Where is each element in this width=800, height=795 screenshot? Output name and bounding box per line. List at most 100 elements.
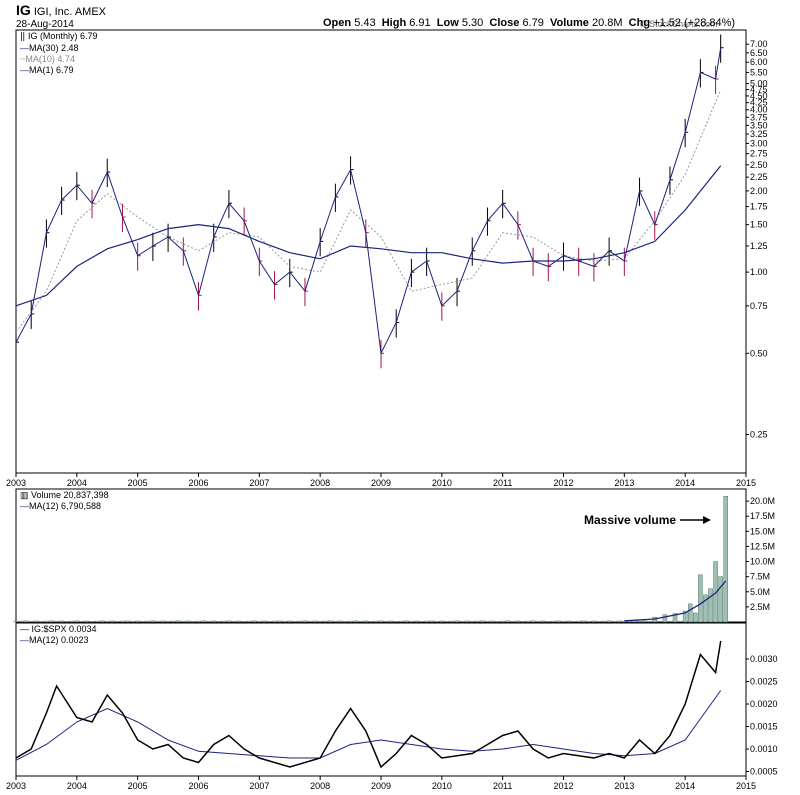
volume-bar-small [591,620,597,623]
volume-ma12-line [624,580,727,622]
price-legend-ma30: —MA(30) 2.48 [20,43,79,53]
relative-x-tick-label: 2013 [614,781,634,791]
volume-bar-small [246,620,252,623]
volume-bar-small [120,620,125,623]
volume-bar-small [282,620,287,623]
relative-y-tick-label: 0.0025 [750,677,778,687]
price-legend: ‖ IG (Monthly) 6.79 —MA(30) 2.48 ┈MA(10)… [20,31,97,76]
relative-x-tick-label: 2008 [310,781,330,791]
watermark: © StockCharts.com [640,19,718,29]
volume-annotation: Massive volume [584,513,677,527]
volume-bar-small [312,620,318,623]
volume-bar [693,612,698,623]
volume-bar-small [201,620,206,623]
close-value: 6.79 [522,17,544,29]
volume-y-tick-label: 7.5M [750,572,770,582]
volume-y-tick-label: 12.5M [750,541,775,551]
volume-bar-small [135,620,140,623]
price-y-tick-label: 2.75 [750,149,768,159]
volume-bar [672,613,678,623]
volume-bar-small [130,620,135,623]
volume-bar-small [454,620,460,623]
title-line: IG IGI, Inc. AMEX [16,2,106,18]
volume-bar-small [89,621,95,623]
volume-bar-small [622,621,627,623]
volume-bar-small [561,620,566,623]
volume-bar-small [399,620,404,623]
price-y-tick-label: 5.00 [750,79,768,89]
price-x-tick-label: 2010 [432,478,452,488]
volume-bar [682,610,688,623]
relative-x-tick-label: 2011 [493,781,512,791]
volume-bar-small [74,620,80,623]
volume-bar-small [297,620,303,623]
volume-bar-small [358,620,363,623]
volume-bar-small [480,620,485,623]
volume-bar-small [530,620,536,623]
volume-bar-small [206,620,211,623]
price-x-tick-label: 2003 [6,478,26,488]
volume-bar-small [424,620,429,623]
price-y-tick-label: 1.00 [750,267,768,277]
relative-y-tick-label: 0.0010 [750,744,778,754]
volume-bar-small [383,620,389,623]
volume-y-tick-label: 10.0M [750,557,775,567]
volume-bar [703,594,708,623]
volume-bar-small [343,621,348,623]
volume-bar-small [525,620,531,623]
volume-bar-small [642,620,647,623]
relative-x-tick-label: 2010 [432,781,452,791]
volume-bar-small [49,620,54,623]
volume-bar-small [39,621,44,623]
price-y-tick-label: 2.25 [750,172,768,182]
volume-bar-small [231,620,237,623]
volume-bar [713,561,718,623]
volume-bar-small [186,620,191,623]
relative-legend: — IG:$SPX 0.0034 —MA(12) 0.0023 [20,624,97,646]
price-y-tick-label: 4.50 [750,91,768,101]
volume-bar-small [459,620,465,623]
ticker-symbol: IG [16,2,31,18]
volume-bar-small [556,620,561,623]
volume-value: 20.8M [591,17,623,29]
volume-bar-small [59,620,64,623]
volume-bar-small [317,621,323,623]
relative-x-tick-label: 2006 [188,781,208,791]
price-ma10-line [15,89,722,333]
volume-bar-small [262,620,267,623]
open-value: 5.43 [354,17,376,29]
volume-bar-small [18,620,24,623]
relative-x-tick-label: 2009 [371,781,391,791]
volume-bar-small [94,620,100,623]
volume-label: Volume [549,17,589,29]
volume-bar-small [44,620,49,623]
volume-bar-small [328,620,333,623]
volume-bar-small [236,620,242,623]
volume-bar-small [520,621,526,623]
volume-bar-small [292,621,298,623]
price-y-tick-label: 2.50 [750,160,768,170]
relative-ma12-line [15,690,722,761]
relative-panel-frame [15,622,747,777]
relative-x-tick-label: 2012 [553,781,573,791]
volume-bar-small [69,620,74,623]
volume-legend: ▥ Volume 20,837,398 —MA(12) 6,790,588 [20,490,109,512]
volume-bar-small [505,620,510,623]
volume-bar-small [601,620,607,623]
volume-bar-small [611,620,617,623]
price-ma1-line [15,47,722,356]
annotation-arrow-head [703,516,711,524]
volume-bar-small [140,621,145,623]
volume-bar-small [419,621,424,623]
price-legend-main: ‖ IG (Monthly) 6.79 [20,31,98,42]
volume-bar-small [348,620,353,623]
price-x-tick-label: 2015 [736,478,756,488]
volume-bar-small [464,620,470,623]
volume-bar-small [490,620,495,623]
price-x-tick-label: 2005 [128,478,148,488]
price-y-tick-label: 4.25 [750,98,768,108]
price-y-tick-label: 3.50 [750,120,768,130]
volume-bar-small [211,620,216,623]
volume-bar-small [175,620,181,623]
